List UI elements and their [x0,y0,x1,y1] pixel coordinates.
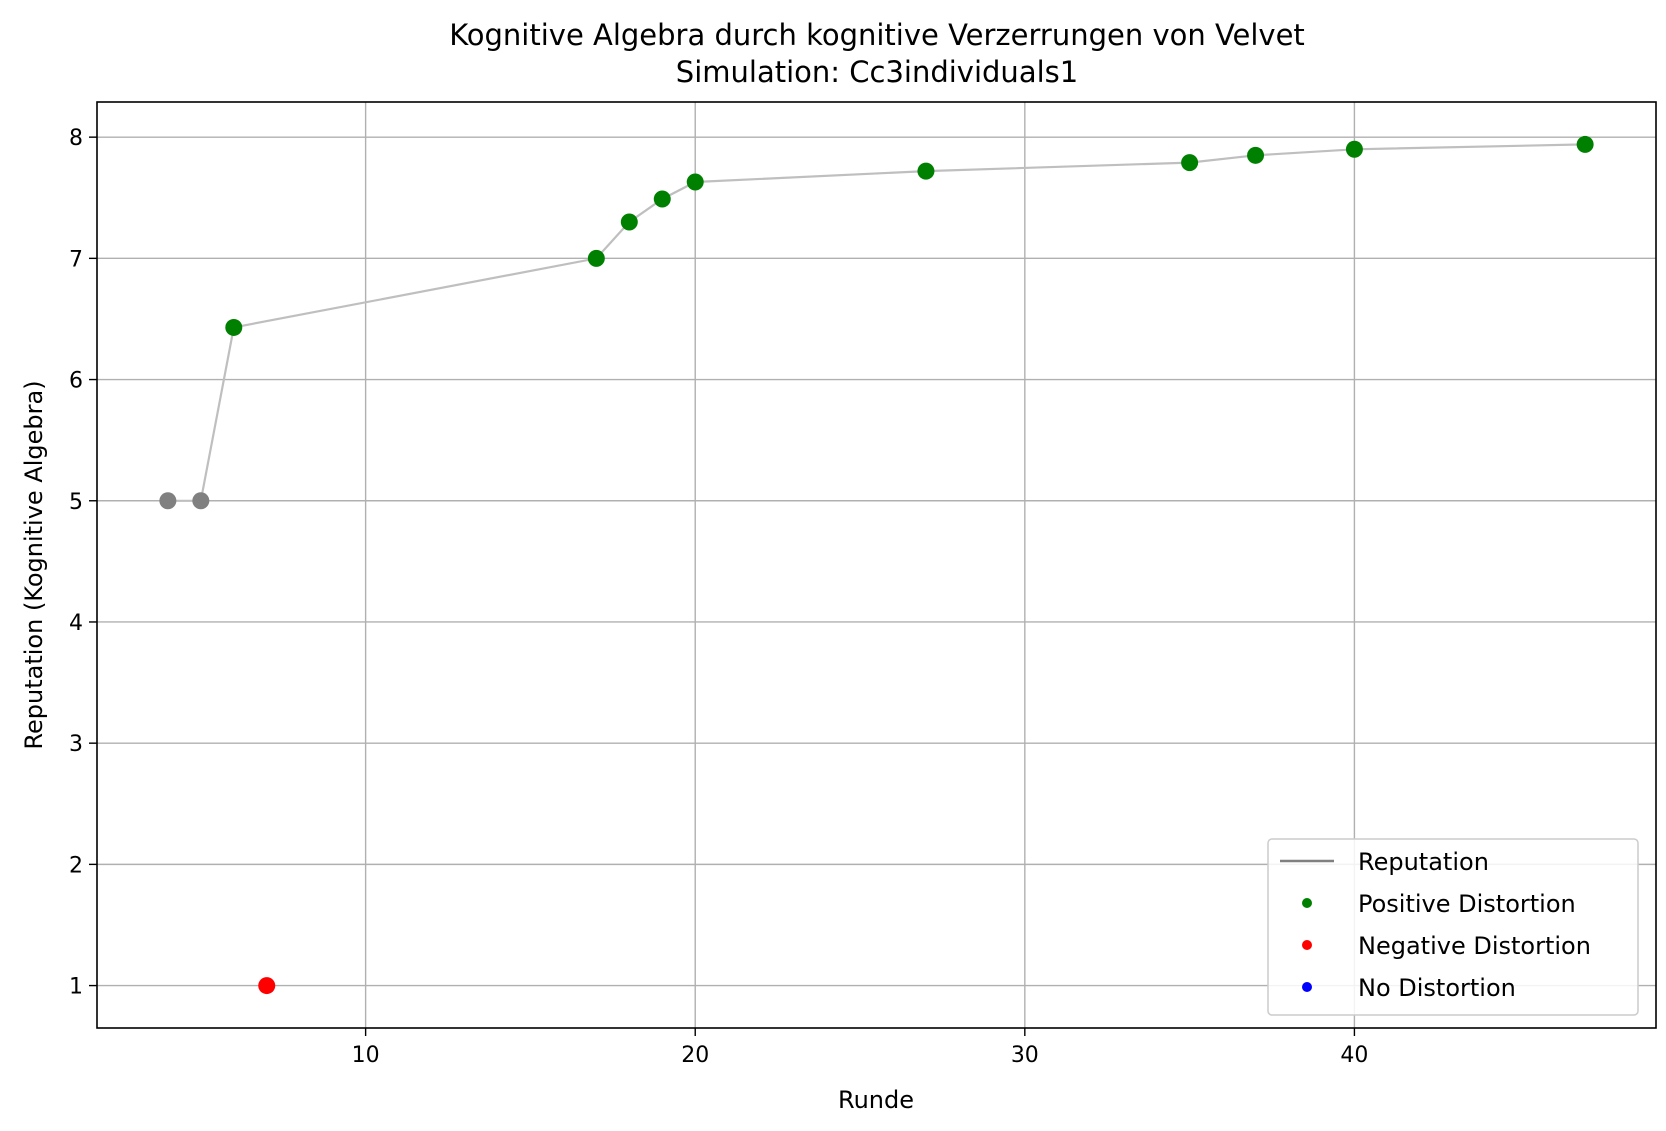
data-point [192,492,210,510]
reputation-line-group [167,143,1586,502]
chart-subtitle: Simulation: Cc3individuals1 [676,55,1078,89]
x-tick-label: 40 [1340,1043,1368,1068]
x-axis-label: Runde [838,1086,914,1114]
grid-lines [97,102,1656,1028]
y-tick-label: 5 [69,490,83,515]
y-tick-label: 6 [69,369,83,394]
data-point [258,977,276,995]
axis-ticks: 10 20 30 40 1 2 3 4 5 6 7 8 [69,126,1368,1068]
legend-item-positive-distortion: Positive Distortion [1358,890,1576,918]
data-point [159,492,177,510]
legend-marker-positive [1302,898,1312,908]
x-tick-label: 30 [1011,1043,1039,1068]
x-tick-label: 20 [681,1043,709,1068]
data-point [917,162,935,180]
data-point [1576,135,1594,153]
legend: Reputation Positive Distortion Negative … [1267,838,1639,1016]
legend-box [1267,838,1639,1016]
data-point [225,318,243,336]
y-tick-label: 1 [69,975,83,1000]
data-point [1181,154,1199,172]
x-tick-label: 10 [352,1043,380,1068]
y-tick-label: 4 [69,611,83,636]
data-points-group [159,135,1594,995]
data-point [620,213,638,231]
legend-marker-none [1302,982,1312,992]
data-point [587,249,605,267]
legend-item-no-distortion: No Distortion [1358,974,1516,1002]
data-point [686,173,704,191]
chart-title: Kognitive Algebra durch kognitive Verzer… [449,18,1305,52]
y-tick-label: 8 [69,126,83,151]
data-point [1345,140,1363,158]
y-axis-label: Reputation (Kognitive Algebra) [20,380,48,749]
data-point [1247,146,1265,164]
reputation-line [167,143,1586,502]
y-tick-label: 2 [69,853,83,878]
data-point [653,190,671,208]
y-tick-label: 7 [69,247,83,272]
y-tick-label: 3 [69,732,83,757]
plot-frame [96,101,1657,1029]
legend-item-negative-distortion: Negative Distortion [1358,932,1591,960]
legend-marker-negative [1302,940,1312,950]
legend-item-reputation: Reputation [1358,848,1489,876]
